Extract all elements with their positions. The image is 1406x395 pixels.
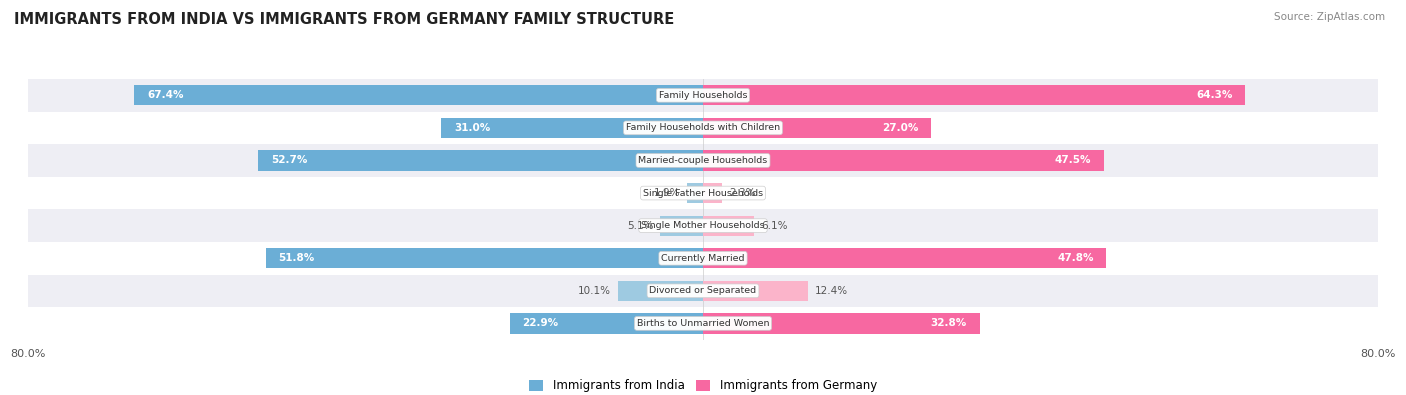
- Text: Married-couple Households: Married-couple Households: [638, 156, 768, 165]
- Text: 52.7%: 52.7%: [271, 156, 308, 166]
- Bar: [441, 118, 703, 138]
- Text: 32.8%: 32.8%: [931, 318, 967, 328]
- Text: 67.4%: 67.4%: [148, 90, 184, 100]
- Text: 1.9%: 1.9%: [654, 188, 681, 198]
- Bar: [28, 242, 1378, 275]
- Text: Source: ZipAtlas.com: Source: ZipAtlas.com: [1274, 12, 1385, 22]
- Legend: Immigrants from India, Immigrants from Germany: Immigrants from India, Immigrants from G…: [524, 374, 882, 395]
- Text: 6.1%: 6.1%: [761, 221, 787, 231]
- Text: Divorced or Separated: Divorced or Separated: [650, 286, 756, 295]
- Text: Births to Unmarried Women: Births to Unmarried Women: [637, 319, 769, 328]
- Text: 47.5%: 47.5%: [1054, 156, 1091, 166]
- Bar: [28, 275, 1378, 307]
- Bar: [259, 150, 703, 171]
- Bar: [135, 85, 703, 105]
- Text: 51.8%: 51.8%: [278, 253, 315, 263]
- Text: 5.1%: 5.1%: [627, 221, 654, 231]
- Bar: [703, 248, 1107, 268]
- Text: Family Households with Children: Family Households with Children: [626, 123, 780, 132]
- Text: 2.3%: 2.3%: [730, 188, 755, 198]
- Bar: [28, 111, 1378, 144]
- Bar: [703, 85, 1246, 105]
- Text: 22.9%: 22.9%: [523, 318, 558, 328]
- Text: Single Mother Households: Single Mother Households: [641, 221, 765, 230]
- Text: Family Households: Family Households: [659, 91, 747, 100]
- Bar: [703, 183, 723, 203]
- Text: Single Father Households: Single Father Households: [643, 188, 763, 198]
- Bar: [688, 183, 703, 203]
- Bar: [28, 144, 1378, 177]
- Bar: [510, 313, 703, 333]
- Bar: [266, 248, 703, 268]
- Bar: [659, 216, 703, 236]
- Bar: [703, 216, 755, 236]
- Text: 64.3%: 64.3%: [1197, 90, 1233, 100]
- Bar: [703, 313, 980, 333]
- Bar: [617, 281, 703, 301]
- Bar: [703, 281, 807, 301]
- Bar: [703, 118, 931, 138]
- Bar: [28, 177, 1378, 209]
- Text: 47.8%: 47.8%: [1057, 253, 1094, 263]
- Bar: [28, 209, 1378, 242]
- Text: IMMIGRANTS FROM INDIA VS IMMIGRANTS FROM GERMANY FAMILY STRUCTURE: IMMIGRANTS FROM INDIA VS IMMIGRANTS FROM…: [14, 12, 675, 27]
- Text: 31.0%: 31.0%: [454, 123, 491, 133]
- Bar: [703, 150, 1104, 171]
- Text: 27.0%: 27.0%: [882, 123, 918, 133]
- Text: 10.1%: 10.1%: [578, 286, 612, 296]
- Text: 12.4%: 12.4%: [814, 286, 848, 296]
- Text: Currently Married: Currently Married: [661, 254, 745, 263]
- Bar: [28, 79, 1378, 111]
- Bar: [28, 307, 1378, 340]
